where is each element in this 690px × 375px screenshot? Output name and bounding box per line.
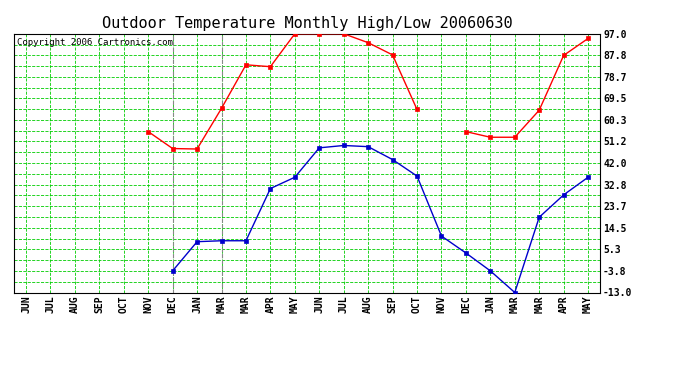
Text: Copyright 2006 Cartronics.com: Copyright 2006 Cartronics.com xyxy=(17,38,172,46)
Title: Outdoor Temperature Monthly High/Low 20060630: Outdoor Temperature Monthly High/Low 200… xyxy=(101,16,513,31)
